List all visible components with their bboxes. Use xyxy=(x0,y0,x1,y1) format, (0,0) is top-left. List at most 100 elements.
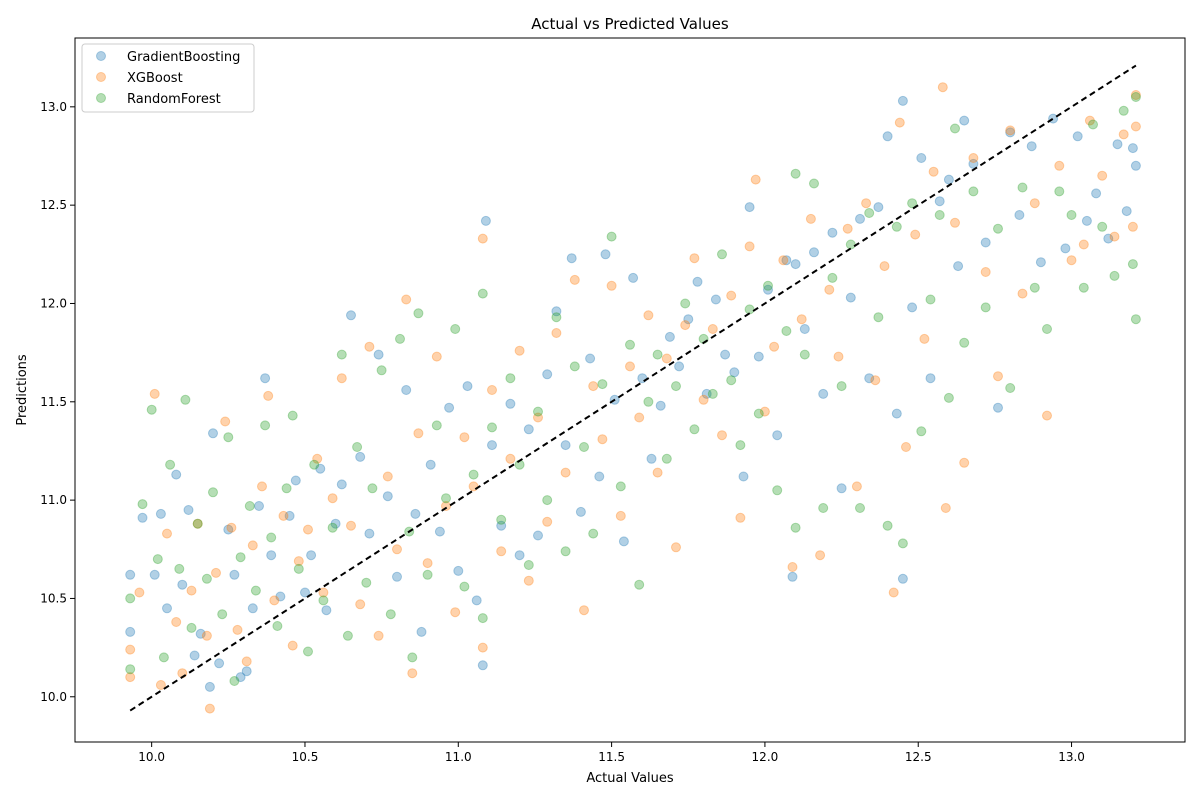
point-gradientboosting-13 xyxy=(214,658,225,669)
point-xgboost-61 xyxy=(625,361,635,372)
point-xgboost-77 xyxy=(769,341,780,352)
point-randomforest-88 xyxy=(845,239,856,250)
point-xgboost-29 xyxy=(346,520,356,531)
point-randomforest-106 xyxy=(1017,182,1028,193)
point-randomforest-22 xyxy=(281,483,292,494)
point-gradientboosting-109 xyxy=(1026,141,1037,152)
point-xgboost-58 xyxy=(597,434,608,445)
point-randomforest-28 xyxy=(327,522,338,533)
point-randomforest-73 xyxy=(717,249,727,260)
point-gradientboosting-29 xyxy=(330,518,341,529)
point-gradientboosting-39 xyxy=(416,626,427,637)
point-randomforest-76 xyxy=(744,304,755,315)
point-randomforest-38 xyxy=(407,652,418,663)
point-xgboost-107 xyxy=(1054,160,1065,171)
point-xgboost-66 xyxy=(671,542,681,553)
point-xgboost-78 xyxy=(778,255,789,266)
point-gradientboosting-2 xyxy=(137,512,148,523)
point-xgboost-90 xyxy=(888,587,899,598)
point-xgboost-32 xyxy=(373,630,384,641)
point-gradientboosting-9 xyxy=(189,650,200,661)
point-randomforest-7 xyxy=(174,563,185,574)
point-gradientboosting-26 xyxy=(306,550,317,561)
point-randomforest-39 xyxy=(413,308,424,319)
point-xgboost-18 xyxy=(257,481,267,492)
point-xgboost-71 xyxy=(717,430,727,441)
point-gradientboosting-90 xyxy=(855,213,865,224)
point-gradientboosting-105 xyxy=(980,237,991,248)
point-randomforest-105 xyxy=(1005,383,1016,393)
point-xgboost-14 xyxy=(226,522,237,533)
point-xgboost-68 xyxy=(689,253,700,264)
point-randomforest-34 xyxy=(376,365,387,376)
point-randomforest-101 xyxy=(959,337,970,348)
point-xgboost-39 xyxy=(431,351,442,362)
point-randomforest-1 xyxy=(125,593,136,604)
point-randomforest-4 xyxy=(152,554,163,565)
point-gradientboosting-7 xyxy=(177,579,188,590)
point-xgboost-37 xyxy=(413,428,424,439)
point-xgboost-69 xyxy=(698,394,709,405)
point-xgboost-81 xyxy=(805,213,816,224)
point-gradientboosting-4 xyxy=(155,508,166,519)
point-xgboost-52 xyxy=(542,516,553,527)
point-xgboost-15 xyxy=(232,624,243,635)
point-xgboost-16 xyxy=(241,656,252,667)
point-randomforest-10 xyxy=(192,518,203,529)
point-randomforest-65 xyxy=(643,396,654,407)
point-randomforest-50 xyxy=(505,373,516,384)
point-randomforest-100 xyxy=(950,123,960,134)
point-xgboost-80 xyxy=(796,314,807,325)
point-xgboost-22 xyxy=(287,640,298,651)
point-randomforest-68 xyxy=(671,381,681,392)
point-gradientboosting-24 xyxy=(290,475,301,486)
point-randomforest-32 xyxy=(361,577,372,588)
y-tick-label: 10.0 xyxy=(40,690,67,704)
point-gradientboosting-71 xyxy=(692,276,703,287)
point-randomforest-86 xyxy=(827,272,838,283)
point-xgboost-54 xyxy=(560,467,571,478)
point-randomforest-31 xyxy=(352,442,363,452)
point-randomforest-53 xyxy=(533,406,543,417)
point-xgboost-9 xyxy=(192,518,203,529)
point-randomforest-109 xyxy=(1054,186,1065,197)
point-gradientboosting-32 xyxy=(355,451,366,462)
point-randomforest-2 xyxy=(137,499,148,510)
point-xgboost-34 xyxy=(392,544,402,555)
point-randomforest-47 xyxy=(477,613,488,624)
point-gradientboosting-11 xyxy=(204,681,215,692)
point-gradientboosting-85 xyxy=(809,247,819,258)
point-xgboost-33 xyxy=(382,471,393,482)
legend-marker-randomforest xyxy=(96,93,106,103)
point-randomforest-56 xyxy=(560,546,571,557)
point-xgboost-62 xyxy=(634,412,645,423)
point-xgboost-104 xyxy=(1017,288,1028,299)
point-xgboost-73 xyxy=(735,512,746,523)
point-randomforest-19 xyxy=(260,420,271,431)
point-xgboost-112 xyxy=(1109,231,1120,242)
point-gradientboosting-43 xyxy=(453,565,464,576)
point-gradientboosting-98 xyxy=(916,153,927,163)
point-gradientboosting-21 xyxy=(266,550,277,561)
point-gradientboosting-8 xyxy=(183,505,194,515)
legend-marker-xgboost xyxy=(96,72,106,82)
point-gradientboosting-35 xyxy=(382,491,393,502)
point-randomforest-15 xyxy=(229,676,240,686)
point-xgboost-8 xyxy=(186,585,197,596)
point-randomforest-5 xyxy=(158,652,169,663)
point-xgboost-108 xyxy=(1066,255,1077,266)
point-gradientboosting-118 xyxy=(1121,206,1132,217)
point-gradientboosting-87 xyxy=(827,227,838,238)
point-randomforest-94 xyxy=(897,538,908,549)
point-xgboost-46 xyxy=(487,385,497,395)
point-xgboost-21 xyxy=(278,510,289,521)
x-tick-label: 11.5 xyxy=(598,750,625,764)
point-xgboost-84 xyxy=(833,351,844,362)
point-gradientboosting-68 xyxy=(664,331,675,342)
point-randomforest-67 xyxy=(661,453,672,464)
point-xgboost-0 xyxy=(125,672,136,683)
point-randomforest-110 xyxy=(1066,210,1077,220)
point-xgboost-115 xyxy=(1130,90,1141,100)
point-gradientboosting-28 xyxy=(321,605,332,616)
